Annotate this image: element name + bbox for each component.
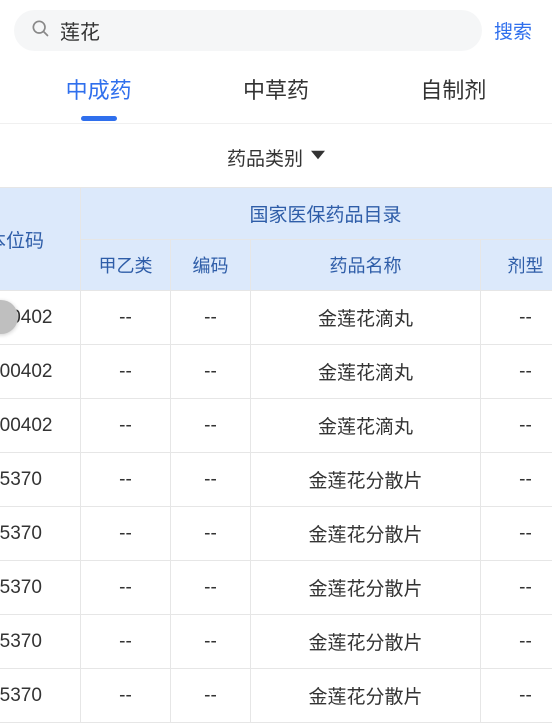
cell-name: 金莲花滴丸 [251, 291, 481, 345]
table-row[interactable]: 1000402----金莲花滴丸-- [0, 345, 552, 399]
table-row[interactable]: 25370----金莲花分散片-- [0, 669, 552, 723]
cell-code: 25370 [0, 615, 81, 669]
cell-jx: -- [481, 561, 552, 615]
cell-bm: -- [171, 507, 251, 561]
cell-bm: -- [171, 345, 251, 399]
cell-code: 1000402 [0, 399, 81, 453]
cell-jx: -- [481, 399, 552, 453]
cell-code: 25370 [0, 561, 81, 615]
cell-code: 25370 [0, 453, 81, 507]
cell-jy: -- [81, 669, 171, 723]
cell-jy: -- [81, 561, 171, 615]
table-row[interactable]: 25370----金莲花分散片-- [0, 615, 552, 669]
th-jy: 甲乙类 [81, 240, 171, 291]
tab-zhongchengyao[interactable]: 中成药 [60, 73, 138, 105]
cell-name: 金莲花分散片 [251, 615, 481, 669]
cell-jx: -- [481, 669, 552, 723]
cell-bm: -- [171, 669, 251, 723]
cell-jx: -- [481, 291, 552, 345]
cell-code: 25370 [0, 669, 81, 723]
cell-name: 金莲花分散片 [251, 561, 481, 615]
search-row: 搜索 [0, 0, 552, 59]
cell-code: 25370 [0, 507, 81, 561]
caret-down-icon [311, 148, 325, 167]
cell-bm: -- [171, 561, 251, 615]
th-group: 国家医保药品目录 [81, 188, 552, 240]
cell-jx: -- [481, 507, 552, 561]
search-icon [30, 18, 50, 43]
tab-zizhiji[interactable]: 自制剂 [414, 73, 492, 105]
table-wrap: 本位码 国家医保药品目录 甲乙类 编码 药品名称 剂型 1000402----金… [0, 187, 552, 723]
cell-jy: -- [81, 453, 171, 507]
cell-jy: -- [81, 615, 171, 669]
cell-jx: -- [481, 615, 552, 669]
cell-jy: -- [81, 345, 171, 399]
cell-bm: -- [171, 453, 251, 507]
tab-zhongcaoyao[interactable]: 中草药 [237, 73, 315, 105]
filter-label: 药品类别 [227, 144, 303, 171]
table-body: 1000402----金莲花滴丸--1000402----金莲花滴丸--1000… [0, 291, 552, 723]
cell-jy: -- [81, 507, 171, 561]
table-row[interactable]: 25370----金莲花分散片-- [0, 453, 552, 507]
cell-name: 金莲花滴丸 [251, 399, 481, 453]
cell-bm: -- [171, 399, 251, 453]
cell-code: 1000402 [0, 345, 81, 399]
cell-bm: -- [171, 615, 251, 669]
cell-name: 金莲花滴丸 [251, 345, 481, 399]
filter-row[interactable]: 药品类别 [0, 123, 552, 187]
cell-bm: -- [171, 291, 251, 345]
search-button[interactable]: 搜索 [494, 17, 538, 44]
cell-jy: -- [81, 291, 171, 345]
table-row[interactable]: 25370----金莲花分散片-- [0, 507, 552, 561]
th-name: 药品名称 [251, 240, 481, 291]
search-box[interactable] [14, 10, 482, 51]
cell-name: 金莲花分散片 [251, 507, 481, 561]
cell-name: 金莲花分散片 [251, 669, 481, 723]
table-row[interactable]: 25370----金莲花分散片-- [0, 561, 552, 615]
cell-name: 金莲花分散片 [251, 453, 481, 507]
th-code: 本位码 [0, 188, 81, 291]
cell-jx: -- [481, 453, 552, 507]
th-jx: 剂型 [481, 240, 552, 291]
tabs: 中成药 中草药 自制剂 [0, 59, 552, 123]
search-input[interactable] [60, 19, 466, 42]
drug-table: 本位码 国家医保药品目录 甲乙类 编码 药品名称 剂型 1000402----金… [0, 187, 552, 723]
th-bm: 编码 [171, 240, 251, 291]
table-row[interactable]: 1000402----金莲花滴丸-- [0, 291, 552, 345]
cell-jy: -- [81, 399, 171, 453]
table-row[interactable]: 1000402----金莲花滴丸-- [0, 399, 552, 453]
cell-jx: -- [481, 345, 552, 399]
